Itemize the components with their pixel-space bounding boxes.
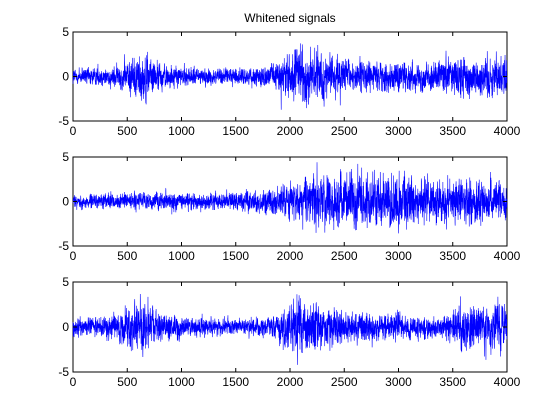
x-tick-label: 2500 [331, 124, 358, 138]
y-tick-label: -5 [58, 114, 69, 128]
x-tick-label: 1000 [168, 124, 195, 138]
y-tick-label: 5 [62, 275, 69, 289]
x-tick-label: 1500 [222, 375, 249, 389]
y-tick-label: -5 [58, 365, 69, 379]
subplot-3: 0 500 1000 1500 2000 2500 3000 3500 4000-505 [58, 275, 520, 389]
y-tick-label: -5 [58, 239, 69, 253]
subplot-1: 0 500 1000 1500 2000 2500 3000 3500 4000-505Whit… [58, 11, 520, 138]
x-tick-label: 1000 [168, 375, 195, 389]
x-tick-label: 4000 [494, 375, 521, 389]
x-tick-label: 3000 [385, 124, 412, 138]
x-tick-label: 2500 [331, 375, 358, 389]
x-tick-label: 3000 [385, 249, 412, 263]
x-tick-label: 0 [70, 249, 77, 263]
y-tick-label: 0 [62, 320, 69, 334]
x-tick-label: 500 [117, 375, 137, 389]
x-tick-label: 500 [117, 249, 137, 263]
x-tick-label: 2000 [277, 249, 304, 263]
x-tick-label: 3500 [439, 249, 466, 263]
x-tick-label: 1500 [222, 249, 249, 263]
y-tick-label: 5 [62, 25, 69, 39]
x-tick-label: 3500 [439, 375, 466, 389]
x-tick-label: 4000 [494, 124, 521, 138]
y-tick-label: 0 [62, 195, 69, 209]
x-tick-label: 0 [70, 124, 77, 138]
x-tick-label: 500 [117, 124, 137, 138]
x-tick-label: 2000 [277, 375, 304, 389]
x-tick-label: 1500 [222, 124, 249, 138]
subplot-2: 0 500 1000 1500 2000 2500 3000 3500 4000-505 [58, 150, 520, 263]
x-tick-label: 4000 [494, 249, 521, 263]
signal-line [72, 162, 508, 234]
x-tick-label: 3500 [439, 124, 466, 138]
signal-line [72, 293, 508, 365]
signal-line [72, 43, 508, 110]
x-tick-label: 3000 [385, 375, 412, 389]
chart-title: Whitened signals [244, 11, 335, 25]
y-tick-label: 0 [62, 70, 69, 84]
x-tick-label: 0 [70, 375, 77, 389]
y-tick-label: 5 [62, 150, 69, 164]
x-tick-label: 2000 [277, 124, 304, 138]
x-tick-label: 1000 [168, 249, 195, 263]
x-tick-label: 2500 [331, 249, 358, 263]
